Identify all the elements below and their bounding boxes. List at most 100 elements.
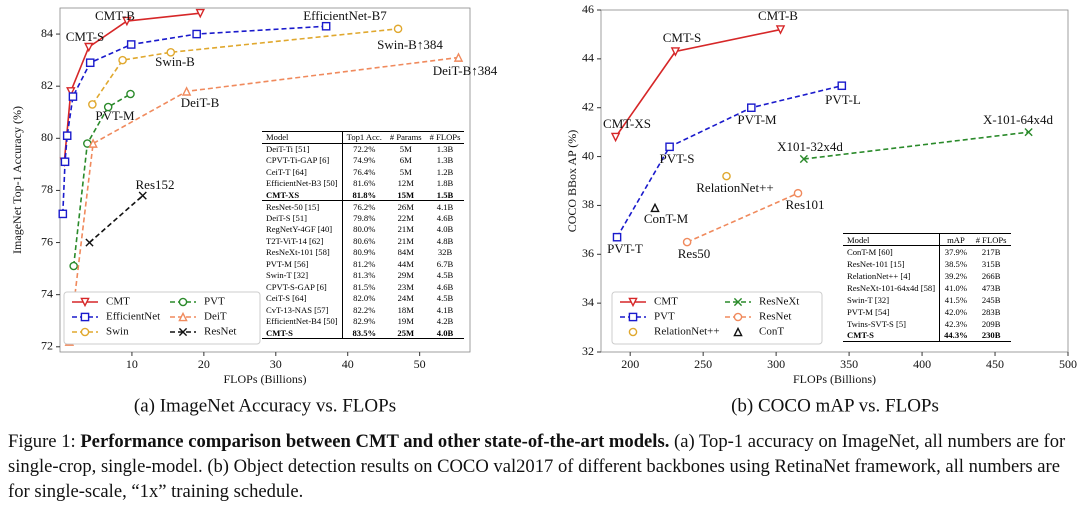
- caption-title: Performance comparison between CMT and o…: [80, 431, 670, 452]
- caption-text: (a) Top-1 accuracy on ImageNet, all numb…: [8, 431, 1066, 502]
- annotation: PVT-L: [825, 92, 861, 107]
- table-cell: 6M: [399, 155, 412, 166]
- annotation: EfficientNet-B7: [303, 8, 387, 23]
- marker: [178, 311, 188, 322]
- table-row: EfficientNet-B3 [50] 81.6% 12M 1.8B: [262, 177, 464, 189]
- table-cell: EfficientNet-B3 [50]: [262, 177, 343, 189]
- table-cell: 80.0%: [353, 224, 376, 235]
- table-cell: 12M: [397, 178, 414, 189]
- table-cell: 6.7B: [436, 258, 454, 269]
- marker: [166, 48, 176, 57]
- annotation: DeiT-B↑384: [433, 63, 498, 78]
- annotation: ConT-M: [644, 211, 689, 226]
- table-cell: Swin-T [32]: [843, 293, 941, 306]
- marker: [84, 42, 94, 53]
- marker: [195, 8, 205, 19]
- annotation: Res152: [136, 177, 175, 192]
- table-cell: 80.9%: [353, 247, 376, 258]
- table-row: CPVT-S-GAP [6] 81.5% 23M 4.6B: [262, 281, 464, 293]
- annotation: DeiT-B: [181, 95, 220, 110]
- plot-frame: [59, 7, 471, 353]
- table-cell: EfficientNet-B4 [50]: [262, 315, 343, 327]
- table-cell: 81.6%: [353, 178, 376, 189]
- table-cell: 23M: [397, 281, 414, 292]
- series-line: [91, 28, 399, 105]
- table-cell: 24M: [397, 293, 414, 304]
- marker: [178, 327, 188, 337]
- table-cell: 217B: [981, 246, 1001, 257]
- annotation: PVT-S: [660, 151, 695, 166]
- table-cell: 4.6B: [436, 281, 454, 292]
- legend-label: ConT: [759, 326, 784, 338]
- column-header: # Params: [389, 132, 422, 143]
- table-cell: 21M: [397, 235, 414, 246]
- table-cell: 26M: [397, 201, 414, 212]
- table-cell: CPVT-S-GAP [6]: [262, 281, 343, 293]
- y-tick-label: 84: [41, 26, 53, 40]
- table-cell: 4.0B: [436, 224, 454, 235]
- legend-label: ResNet: [759, 311, 791, 323]
- comparison-table: Model mAP # FLOPs ConT-M [60] 37.9% 217B ResNe…: [843, 233, 1011, 342]
- annotation: PVT-M: [737, 112, 777, 127]
- marker: [321, 21, 331, 31]
- table-cell: 22M: [397, 212, 414, 223]
- marker: [85, 238, 94, 247]
- annotation: CMT-B: [95, 8, 135, 23]
- table-cell: ResNeXt-101-64x4d [58]: [843, 281, 941, 294]
- legend-label: CMT: [106, 296, 130, 308]
- marker: [80, 312, 90, 322]
- marker: [192, 29, 201, 39]
- table-row: DeiT-S [51] 79.8% 22M 4.6B: [262, 212, 464, 224]
- marker: [628, 327, 638, 337]
- table-cell: 76.4%: [353, 166, 376, 177]
- table-row: CMT-XS 81.8% 15M 1.5B: [262, 189, 464, 201]
- table-cell: 473B: [981, 282, 1001, 293]
- marker: [118, 55, 127, 65]
- table-row: ResNeXt-101-64x4d [58] 41.0% 473B: [843, 281, 1011, 294]
- table-cell: ResNeXt-101 [58]: [262, 246, 343, 258]
- table-cell: 245B: [981, 294, 1001, 305]
- annotation: CMT-S: [663, 30, 702, 45]
- marker: [628, 312, 638, 322]
- marker: [103, 102, 113, 112]
- annotation: RelationNet++: [696, 180, 773, 195]
- table-cell: 44.3%: [944, 330, 968, 341]
- x-tick-label: 300: [767, 357, 785, 371]
- header-row: Model mAP # FLOPs: [843, 233, 1011, 246]
- table-cell: PVT-M [54]: [843, 305, 941, 318]
- table-row: PVT-M [56] 81.2% 44M 6.7B: [262, 258, 464, 270]
- table-cell: 76.2%: [353, 201, 376, 212]
- table-cell: 15M: [397, 189, 415, 200]
- table-row: T2T-ViT-14 [62] 80.6% 21M 4.8B: [262, 235, 464, 247]
- figure-caption: Figure 1: Performance comparison between…: [8, 429, 1076, 504]
- legend-label: ResNeXt: [759, 296, 799, 308]
- marker: [837, 81, 847, 91]
- x-tick-label: 20: [198, 357, 210, 371]
- table-cell: 4.2B: [436, 316, 454, 327]
- legend-label: DeiT: [204, 311, 227, 323]
- table-cell: CMT-XS: [262, 189, 343, 201]
- legend-label: ResNet: [204, 326, 236, 338]
- marker: [85, 58, 95, 68]
- x-tick-label: 10: [126, 357, 138, 371]
- y-tick-label: 74: [41, 286, 53, 300]
- marker: [80, 327, 90, 337]
- legend-box: [611, 291, 823, 345]
- marker: [68, 92, 78, 101]
- table-cell: 283B: [981, 306, 1001, 317]
- table-row: CvT-13-NAS [57] 82.2% 18M 4.1B: [262, 304, 464, 316]
- y-axis-title: COCO BBox AP (%): [565, 130, 579, 233]
- table-cell: 1.2B: [436, 166, 454, 177]
- table-cell: CMT-S: [262, 327, 343, 339]
- row-group: DeiT-Ti [51] 72.2% 5M 1.3B CPVT-Ti-GAP [6] 74…: [262, 143, 465, 201]
- marker: [799, 154, 808, 164]
- column-header: # FLOPs: [429, 132, 461, 143]
- table-head: Model Top1 Acc. # Params # FLOPs: [262, 131, 465, 143]
- table-cell: 4.0B: [436, 327, 454, 338]
- plot-frame: [600, 9, 1069, 353]
- subfigure-caption: (a) ImageNet Accuracy vs. FLOPs: [134, 395, 396, 416]
- table-cell: 81.8%: [352, 189, 377, 200]
- table-cell: 82.2%: [353, 304, 376, 315]
- table-cell: CMT-S: [843, 329, 941, 342]
